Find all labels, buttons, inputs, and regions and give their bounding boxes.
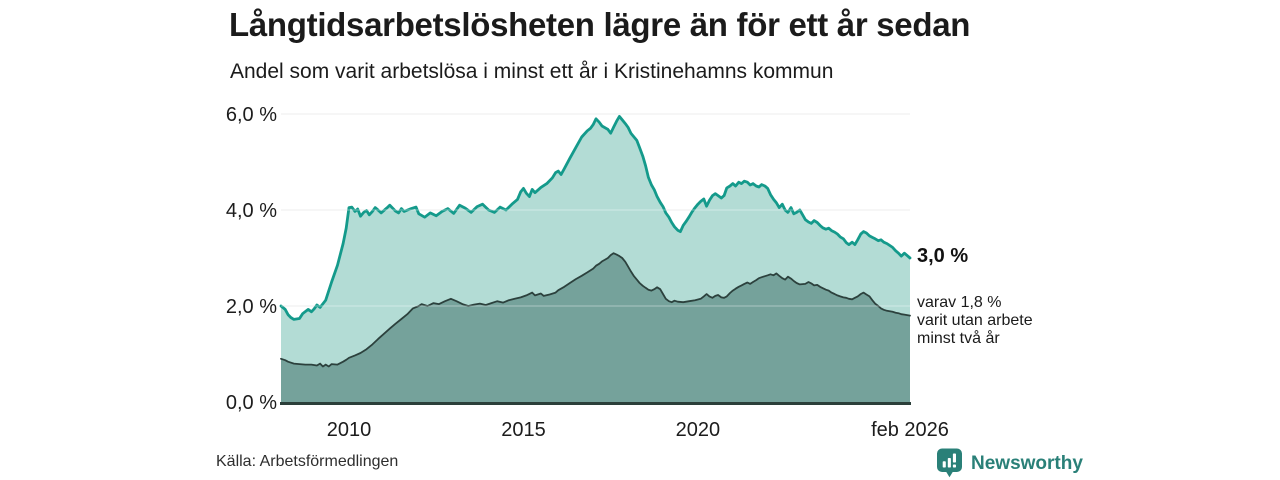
chart-subtitle: Andel som varit arbetslösa i minst ett å… <box>230 60 834 83</box>
x-tick-label: feb 2026 <box>871 419 949 441</box>
source-credit: Källa: Arbetsförmedlingen <box>216 453 399 470</box>
x-tick-label: 2010 <box>327 419 372 441</box>
logo-bar-short <box>942 461 946 468</box>
end-value-label-total: 3,0 % <box>917 245 969 267</box>
logo-bar-tall <box>947 458 951 468</box>
note-line-1: varav 1,8 % <box>917 294 1002 311</box>
unemployed-min-one-year-line <box>279 115 912 321</box>
logo-exclamation-bar <box>952 453 956 463</box>
note-line-2: varit utan arbete <box>917 312 1033 329</box>
brand-name: Newsworthy <box>971 452 1083 474</box>
page-title: Långtidsarbetslösheten lägre än för ett … <box>229 6 971 43</box>
end-value-note-two-years: varav 1,8 % varit utan arbete minst två … <box>917 294 1033 348</box>
y-tick-label: 2,0 % <box>226 296 277 318</box>
newsworthy-logo-icon <box>937 448 962 478</box>
y-tick-label: 0,0 % <box>226 392 277 414</box>
note-line-3: minst två år <box>917 330 1000 347</box>
logo-exclamation-dot <box>952 464 956 468</box>
unemployed-min-two-years-area <box>281 253 910 402</box>
y-tick-label: 4,0 % <box>226 200 277 222</box>
y-tick-label: 6,0 % <box>226 104 277 126</box>
x-tick-label: 2020 <box>676 419 721 441</box>
unemployed-min-two-years-line <box>280 252 911 368</box>
x-tick-label: 2015 <box>501 419 546 441</box>
newsworthy-brand: Newsworthy <box>936 448 1083 479</box>
